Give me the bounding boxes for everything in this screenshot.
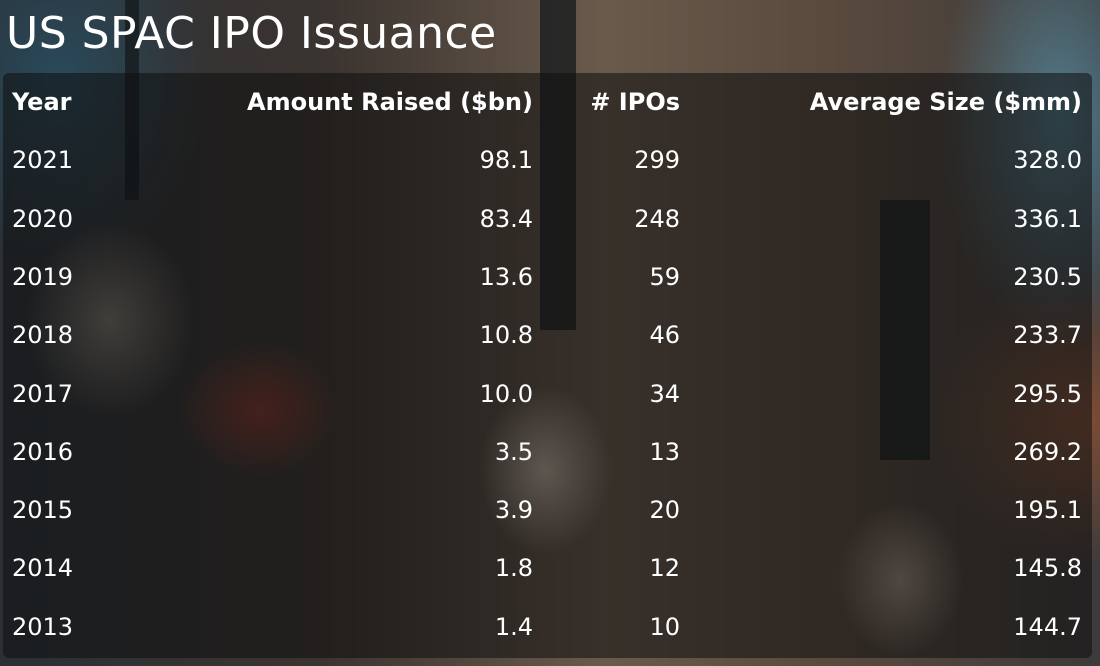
table-cell: 2015 — [12, 496, 74, 525]
table-cell: 295.5 — [1013, 379, 1082, 408]
table-cell: 2020 — [12, 204, 74, 233]
table-cell: 98.1 — [479, 146, 533, 175]
table-cell: 2021 — [12, 146, 74, 175]
table-cell: 10 — [649, 612, 680, 641]
table-cell: 13.6 — [479, 262, 533, 291]
table-cell: 3.5 — [494, 437, 533, 466]
table-cell: 2013 — [12, 612, 74, 641]
table-cell: 269.2 — [1013, 437, 1082, 466]
table-cell: 233.7 — [1013, 321, 1082, 350]
column-header: Year — [12, 88, 72, 116]
table-cell: 2019 — [12, 262, 74, 291]
table-cell: 195.1 — [1013, 496, 1082, 525]
table-cell: 1.8 — [494, 554, 533, 583]
table-cell: 230.5 — [1013, 262, 1082, 291]
table-cell: 144.7 — [1013, 612, 1082, 641]
table-cell: 299 — [634, 146, 680, 175]
table-cell: 10.8 — [479, 321, 533, 350]
column-header: Amount Raised ($bn) — [247, 88, 533, 116]
table-cell: 46 — [649, 321, 680, 350]
table-cell: 10.0 — [479, 379, 533, 408]
table-cell: 3.9 — [494, 496, 533, 525]
table-cell: 12 — [649, 554, 680, 583]
column-header: Average Size ($mm) — [809, 88, 1082, 116]
page-title: US SPAC IPO Issuance — [6, 8, 497, 59]
table-cell: 20 — [649, 496, 680, 525]
table-cell: 2017 — [12, 379, 74, 408]
table-cell: 336.1 — [1013, 204, 1082, 233]
table-cell: 2016 — [12, 437, 74, 466]
table-cell: 2018 — [12, 321, 74, 350]
table-cell: 59 — [649, 262, 680, 291]
table-cell: 83.4 — [479, 204, 533, 233]
table-cell: 2014 — [12, 554, 74, 583]
table-cell: 145.8 — [1013, 554, 1082, 583]
table-panel — [3, 73, 1092, 658]
table-cell: 13 — [649, 437, 680, 466]
table-cell: 34 — [649, 379, 680, 408]
table-cell: 328.0 — [1013, 146, 1082, 175]
table-cell: 248 — [634, 204, 680, 233]
table-cell: 1.4 — [494, 612, 533, 641]
column-header: # IPOs — [590, 88, 680, 116]
